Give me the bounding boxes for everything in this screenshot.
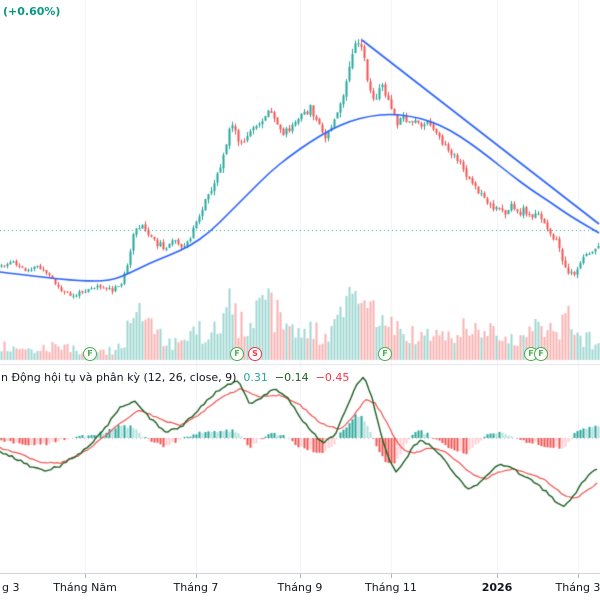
event-badge-f[interactable]: F	[83, 347, 97, 361]
time-axis-label: g 3	[2, 581, 20, 594]
event-badge-f[interactable]: F	[378, 347, 392, 361]
time-axis-label: Tháng 3	[555, 581, 600, 594]
event-badge-f[interactable]: F	[534, 347, 548, 361]
time-axis-label: Tháng Năm	[53, 581, 117, 594]
time-axis-tick	[85, 574, 86, 578]
time-axis-tick	[578, 574, 579, 578]
macd-legend: n Động hội tụ và phân kỳ (12, 26, close,…	[1, 371, 349, 384]
time-axis-label: 2026	[481, 581, 513, 594]
price-change-percent: (+0.60%)	[3, 5, 61, 18]
time-axis-tick	[497, 574, 498, 578]
event-badge-f[interactable]: F	[230, 347, 244, 361]
time-axis-tick	[300, 574, 301, 578]
time-axis-label: Tháng 9	[277, 581, 323, 594]
time-axis-tick	[391, 574, 392, 578]
time-axis-tick	[196, 574, 197, 578]
event-badge-s[interactable]: S	[248, 347, 262, 361]
time-axis[interactable]: g 3 Tháng Năm Tháng 7 Tháng 9 Tháng 11 2026 Th…	[0, 573, 600, 600]
macd-value-1: −0.14	[274, 371, 309, 384]
macd-value-2: −0.45	[315, 371, 350, 384]
macd-title[interactable]: n Động hội tụ và phân kỳ (12, 26, close,…	[1, 371, 237, 384]
time-axis-label: Tháng 11	[365, 581, 417, 594]
macd-value-0: 0.31	[243, 371, 268, 384]
time-axis-label: Tháng 7	[173, 581, 219, 594]
